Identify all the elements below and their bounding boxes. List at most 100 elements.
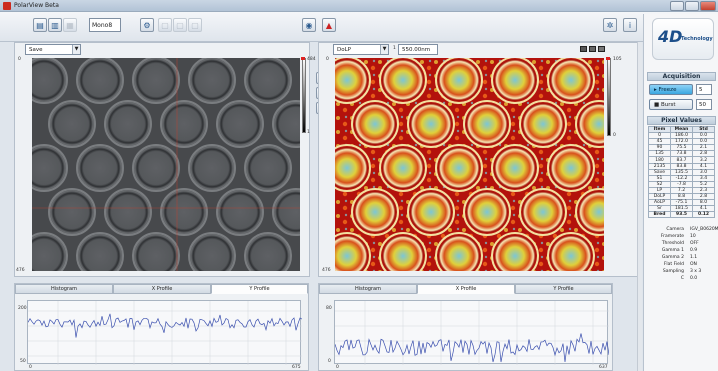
right-image[interactable] <box>335 58 604 271</box>
config-row: Gamma 2 1.1 <box>648 255 715 262</box>
config-key: Flat Field <box>663 262 684 267</box>
chevron-down-icon: ▼ <box>72 45 80 54</box>
right-profile-ymin: 0 <box>328 359 331 364</box>
table-row: 180 83.7 3.2 <box>648 156 715 164</box>
acquisition-header: Acquisition <box>647 72 716 81</box>
mode-select[interactable]: Mono8 <box>89 18 121 32</box>
tool-icon[interactable]: ▢ <box>173 18 187 32</box>
table-row: 90 75.5 2.1 <box>648 144 715 152</box>
config-key: Sampling <box>662 269 684 274</box>
tab-x-profile[interactable]: X Profile <box>113 284 211 294</box>
freeze-count-field[interactable]: 5 <box>696 84 712 95</box>
tool-icon[interactable]: ▢ <box>158 18 172 32</box>
left-profile-xmax: 675 <box>292 365 301 370</box>
tab-y-profile[interactable]: Y Profile <box>515 284 612 294</box>
app-icon <box>3 2 11 10</box>
right-profile-xmin: 0 <box>336 365 339 370</box>
right-channel-value: DoLP <box>337 47 351 53</box>
left-colorbar-marker <box>301 57 305 60</box>
range-label: 1 <box>393 46 396 51</box>
left-profile-ymax: 200 <box>18 306 27 311</box>
left-y-top: 0 <box>18 57 21 62</box>
left-profile-plot <box>27 300 303 365</box>
play-icon: ▸ <box>654 87 659 93</box>
config-value: IGV_B0620M <box>690 227 718 232</box>
config-key: Gamma 2 <box>661 255 684 260</box>
title-bar: PolarView Beta <box>0 0 718 12</box>
config-row: Camera IGV_B0620M <box>648 227 718 234</box>
left-profile-xmin: 0 <box>29 365 32 370</box>
burst-label: Burst <box>660 102 676 108</box>
config-key: Threshold <box>661 241 684 246</box>
pixel-values-table-wrap: Item Mean Std 0 186.0 0.0 45 172.0 0.0 90 75.5 2… <box>648 125 715 219</box>
table-row: Sr 181.5 4.1 <box>648 205 715 213</box>
sidebar: 4D Technology Acquisition ▸ Freeze 5 ■ B… <box>643 14 718 371</box>
settings-icon[interactable]: ⚙ <box>140 18 154 32</box>
tab-x-profile[interactable]: X Profile <box>417 284 515 294</box>
wavelength-field[interactable]: 550.00nm <box>398 44 438 55</box>
right-profile-plot <box>334 300 610 365</box>
info-icon[interactable]: i <box>623 18 637 32</box>
right-colorbar-marker <box>606 57 610 60</box>
left-image[interactable] <box>32 58 300 271</box>
burst-button[interactable]: ■ Burst <box>649 99 693 110</box>
table-row: S2 -7.8 5.2 <box>648 180 715 188</box>
capture-icon[interactable]: ◉ <box>302 18 316 32</box>
vertical-scrollbar[interactable] <box>637 42 642 371</box>
right-y-top: 0 <box>326 57 329 62</box>
table-row: S1 -12.2 3.4 <box>648 174 715 182</box>
view-icon[interactable] <box>580 46 587 52</box>
config-row: Gamma 1 0.9 <box>648 248 715 255</box>
logo-sub: Technology <box>681 36 713 42</box>
minimize-button[interactable] <box>670 1 684 11</box>
right-y-bottom: 476 <box>322 268 331 273</box>
right-colorbar-min: 0 <box>613 133 616 138</box>
config-value: OFF <box>690 241 699 246</box>
config-row: C 0.0 <box>648 276 715 283</box>
config-row: Threshold OFF <box>648 241 715 248</box>
left-profile-ymin: 50 <box>20 359 26 364</box>
tab-y-profile[interactable]: Y Profile <box>211 284 308 294</box>
burst-count-field[interactable]: 50 <box>696 99 712 110</box>
table-row: 0 186.0 0.0 <box>648 132 715 140</box>
view-icon[interactable] <box>598 46 605 52</box>
tool-icon[interactable]: ▢ <box>188 18 202 32</box>
right-tabs: Histogram X Profile Y Profile <box>319 284 612 294</box>
print-icon[interactable]: ▦ <box>63 18 77 32</box>
freeze-button[interactable]: ▸ Freeze <box>649 84 693 95</box>
config-value: 0.0 <box>690 276 698 281</box>
table-row: Save 135.5 3.0 <box>648 168 715 176</box>
table-row: LP 7.2 2.3 <box>648 186 715 195</box>
close-button[interactable] <box>700 1 716 11</box>
left-channel-select[interactable]: Save ▼ <box>25 44 81 55</box>
company-logo: 4D Technology <box>652 18 714 60</box>
table-cell: 93.5 <box>670 211 693 219</box>
toolbar: ▤ ▥ ▦ Mono8 ⚙ ▢ ▢ ▢ ◉ ▲ ✲ i <box>0 12 718 42</box>
config-key: Framerate <box>660 234 684 239</box>
tab-histogram[interactable]: Histogram <box>319 284 417 294</box>
pixel-values-table: Item Mean Std 0 186.0 0.0 45 172.0 0.0 90 75.5 2… <box>648 125 715 219</box>
chevron-down-icon: ▼ <box>380 45 388 54</box>
table-row: Bred 93.5 0.12 <box>648 211 715 219</box>
right-colorbar <box>607 58 611 136</box>
config-key: Camera <box>666 227 684 232</box>
view-icon[interactable] <box>589 46 596 52</box>
config-value: ON <box>690 262 697 267</box>
gear-icon[interactable]: ✲ <box>603 18 617 32</box>
tab-histogram[interactable]: Histogram <box>15 284 113 294</box>
table-row: DoLP 8.8 2.8 <box>648 193 715 201</box>
pixel-values-header: Pixel Values <box>647 116 716 125</box>
save-icon[interactable]: ▤ <box>33 18 47 32</box>
left-colorbar-min: 1 <box>307 130 310 135</box>
table-row: 135 73.8 2.8 <box>648 150 715 158</box>
table-row: AoLP -75.1 8.0 <box>648 199 715 207</box>
config-row: Flat Field ON <box>648 262 715 269</box>
alert-icon[interactable]: ▲ <box>322 18 336 32</box>
table-cell: Bred <box>648 211 671 219</box>
right-channel-select[interactable]: DoLP ▼ <box>333 44 389 55</box>
maximize-button[interactable] <box>685 1 699 11</box>
left-y-bottom: 476 <box>16 268 25 273</box>
left-colorbar-max: 484 <box>307 57 316 62</box>
right-profile-ymax: 80 <box>326 306 332 311</box>
open-icon[interactable]: ▥ <box>48 18 62 32</box>
